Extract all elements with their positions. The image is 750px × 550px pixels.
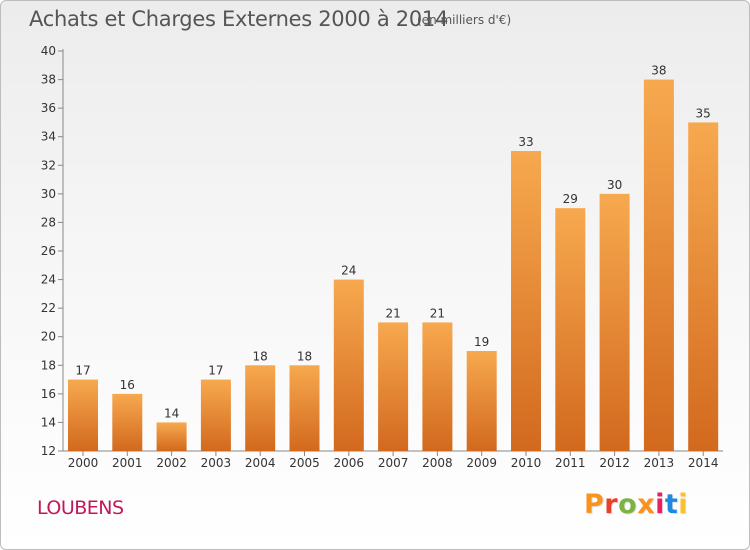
bar-2010 [511,151,541,451]
x-tick-label-2004: 2004 [245,456,276,470]
bar-2001 [112,393,143,451]
value-label-2000: 17 [75,364,90,378]
value-label-2009: 19 [474,335,489,349]
bar-2014 [688,122,719,451]
value-label-2013: 38 [651,64,666,78]
value-label-2004: 18 [253,349,268,363]
chart-subtitle: (en milliers d'€) [417,13,512,27]
value-label-2014: 35 [696,106,711,120]
x-tick-label-2002: 2002 [156,456,187,470]
x-tick-label-2011: 2011 [555,456,586,470]
bar-2004 [245,365,276,451]
y-tick-label: 12 [41,444,56,458]
y-tick-label: 40 [41,44,56,58]
x-tick-label-2000: 2000 [68,456,99,470]
value-label-2003: 17 [208,364,223,378]
x-tick-label-2008: 2008 [422,456,453,470]
bar-2007 [378,322,409,451]
value-label-2008: 21 [430,306,445,320]
x-tick-label-2009: 2009 [466,456,497,470]
value-label-2005: 18 [297,349,312,363]
bar-2002 [156,422,187,451]
x-tick-label-2010: 2010 [511,456,542,470]
bar-2000 [68,379,98,451]
y-tick-label: 32 [41,158,56,172]
y-tick-label: 38 [41,73,56,87]
y-tick-label: 36 [41,101,56,115]
x-tick-label-2007: 2007 [378,456,409,470]
bar-2008 [422,322,453,451]
x-tick-label-2003: 2003 [201,456,232,470]
y-tick-label: 20 [41,330,56,344]
value-label-2011: 29 [563,192,578,206]
bar-2011 [555,208,586,451]
bar-2005 [289,365,320,451]
bar-2003 [200,379,231,451]
y-tick-label: 16 [41,387,56,401]
bar-2013 [643,79,674,452]
y-tick-label: 30 [41,187,56,201]
value-label-2006: 24 [341,264,356,278]
y-tick-label: 26 [41,244,56,258]
axes: 12 14 16 18 20 22 24 26 28 30 32 34 36 38 40 2000 2001 20… [41,44,723,470]
y-tick-label: 18 [41,358,56,372]
y-tick-label: 14 [41,415,56,429]
bar-2012 [599,193,630,451]
bar-2006 [333,279,364,451]
bar-2009 [466,351,497,451]
x-tick-label-2005: 2005 [289,456,320,470]
x-tick-label-2001: 2001 [112,456,143,470]
commune-name: LOUBENS [37,497,124,519]
y-tick-label: 34 [41,130,56,144]
value-label-2007: 21 [385,306,400,320]
x-tick-label-2012: 2012 [599,456,630,470]
value-label-2012: 30 [607,178,622,192]
proxiti-logo: Proxiti [584,489,689,520]
y-tick-label: 28 [41,215,56,229]
value-label-2010: 33 [518,135,533,149]
y-tick-label: 24 [41,273,56,287]
y-tick-label: 22 [41,301,56,315]
x-tick-label-2013: 2013 [644,456,675,470]
chart-title: Achats et Charges Externes 2000 à 2014 [29,7,449,31]
x-tick-label-2014: 2014 [688,456,719,470]
value-label-2001: 16 [120,378,135,392]
bars: 17 16 14 17 18 18 24 21 21 19 33 29 30 38 35 [68,64,719,452]
x-tick-label-2006: 2006 [334,456,365,470]
value-label-2002: 14 [164,406,179,420]
